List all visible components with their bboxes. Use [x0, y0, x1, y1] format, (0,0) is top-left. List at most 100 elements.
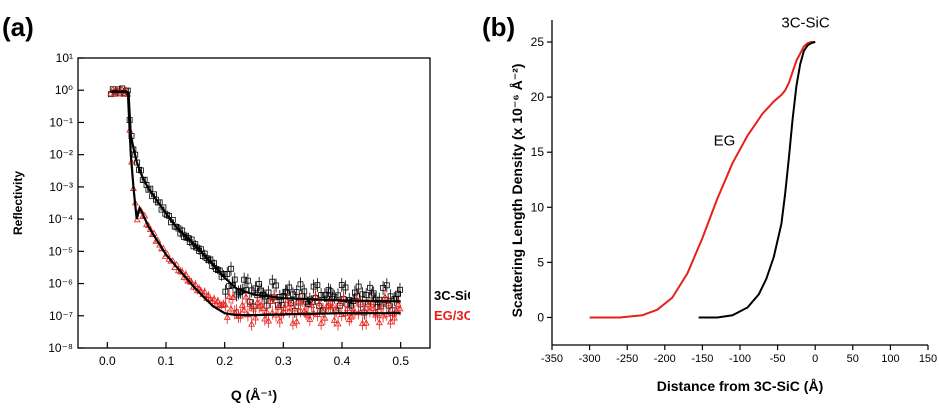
y-axis-label-a: Reflectivity: [11, 171, 25, 235]
data-point: [336, 299, 344, 306]
data-point: [252, 285, 259, 292]
data-point: [360, 306, 368, 313]
data-point: [323, 302, 331, 309]
data-point: [375, 318, 383, 326]
data-point: [296, 306, 304, 314]
data-point: [385, 299, 393, 307]
series-label-eg: EG: [714, 133, 736, 150]
data-point: [214, 267, 221, 274]
data-point: [376, 296, 383, 303]
data-point: [363, 292, 370, 298]
data-point: [191, 280, 199, 287]
x-tick-label-b: 0: [812, 353, 818, 365]
y-tick-label-b: 5: [537, 255, 544, 269]
x-tick-label-b: 150: [919, 353, 937, 365]
data-point: [370, 304, 378, 311]
series-3c-sic-si: [107, 85, 403, 320]
data-point: [305, 301, 311, 307]
data-point: [372, 296, 379, 303]
x-tick-label-b: -300: [579, 353, 601, 365]
y-tick-label-a: 10⁻²: [49, 148, 73, 162]
data-point: [266, 297, 274, 304]
panel-a-label: (a): [2, 12, 34, 42]
data-point: [362, 319, 370, 326]
legend-label-eg-3c-sic-si: EG/3C-SiC/Si: [434, 308, 470, 323]
data-point: [343, 304, 351, 311]
data-point: [287, 300, 295, 307]
data-point: [281, 304, 289, 311]
data-point: [342, 284, 349, 291]
x-tick-label-a: 0.2: [216, 354, 233, 368]
y-tick-label-b: 25: [531, 35, 545, 49]
data-point: [164, 212, 171, 219]
x-tick-label-b: -350: [541, 353, 563, 365]
data-point: [242, 293, 250, 300]
data-point: [367, 284, 373, 291]
data-point: [274, 303, 282, 310]
data-point: [370, 290, 377, 297]
data-point: [273, 282, 279, 289]
data-point: [210, 295, 218, 302]
data-point: [352, 289, 358, 296]
data-point: [301, 288, 308, 295]
legend-label-3c-sic-si: 3C-SiC/Si: [434, 288, 470, 303]
series-line-3c-sic: [698, 41, 816, 319]
y-tick-label-a: 10⁻⁸: [48, 341, 73, 355]
data-point: [387, 318, 395, 325]
y-tick-label-b: 10: [531, 200, 545, 214]
data-point: [233, 307, 241, 314]
data-point: [269, 278, 276, 285]
data-point: [173, 223, 180, 230]
panel-b: (b) -350 -300 -250 -200 -150 -100 -50 0 50 100 150…: [470, 0, 939, 405]
data-point: [335, 292, 341, 299]
y-tick-label-b: 15: [531, 145, 545, 159]
data-point: [372, 311, 380, 318]
data-point: [240, 306, 248, 313]
x-tick-label-a: 0.5: [392, 354, 409, 368]
data-point: [330, 316, 338, 323]
data-point: [238, 301, 246, 308]
data-point: [263, 307, 271, 314]
data-point: [256, 281, 263, 287]
data-point: [224, 271, 231, 277]
data-point: [306, 315, 314, 322]
data-point: [334, 320, 342, 327]
x-tick-label-b: -50: [770, 353, 786, 365]
data-point: [221, 301, 229, 308]
data-point: [328, 302, 336, 309]
data-point: [314, 282, 321, 289]
fit-curve-1: [110, 90, 401, 317]
data-point: [327, 288, 334, 295]
data-point: [223, 313, 231, 320]
data-point: [265, 317, 273, 324]
data-point: [321, 292, 328, 298]
data-point: [310, 309, 318, 316]
data-point: [231, 276, 238, 283]
data-point: [310, 283, 317, 290]
data-point: [278, 309, 286, 316]
x-tick-label-b: -200: [654, 353, 676, 365]
data-point: [283, 296, 291, 303]
data-point: [394, 300, 402, 307]
data-point: [377, 302, 385, 310]
data-point: [383, 282, 390, 289]
y-tick-label-a: 10⁻⁷: [49, 309, 73, 323]
data-point: [248, 320, 256, 327]
data-point: [282, 288, 289, 295]
data-point: [251, 314, 259, 321]
data-point: [351, 308, 359, 315]
data-point: [359, 291, 366, 298]
data-point: [184, 235, 191, 241]
y-tick-label-a: 10⁻⁵: [48, 244, 73, 258]
data-point: [133, 215, 141, 223]
x-tick-label-a: 0.3: [275, 354, 292, 368]
y-tick-label-a: 10⁻¹: [49, 115, 73, 129]
y-tick-label-b: 0: [537, 310, 544, 324]
data-point: [265, 289, 272, 296]
data-point: [397, 286, 403, 293]
data-point: [293, 317, 301, 325]
data-point: [276, 317, 284, 324]
data-point: [258, 287, 264, 294]
y-axis-label-b: Scattering Length Density (x 10⁻⁶ Å⁻²): [509, 64, 525, 318]
panel-a: (a) 0.0 0.1 0.2 0.3 0.4 0.5 10⁻⁸ 10⁻⁷ 10⁻⁶ 10⁻⁵ 10…: [0, 0, 515, 405]
